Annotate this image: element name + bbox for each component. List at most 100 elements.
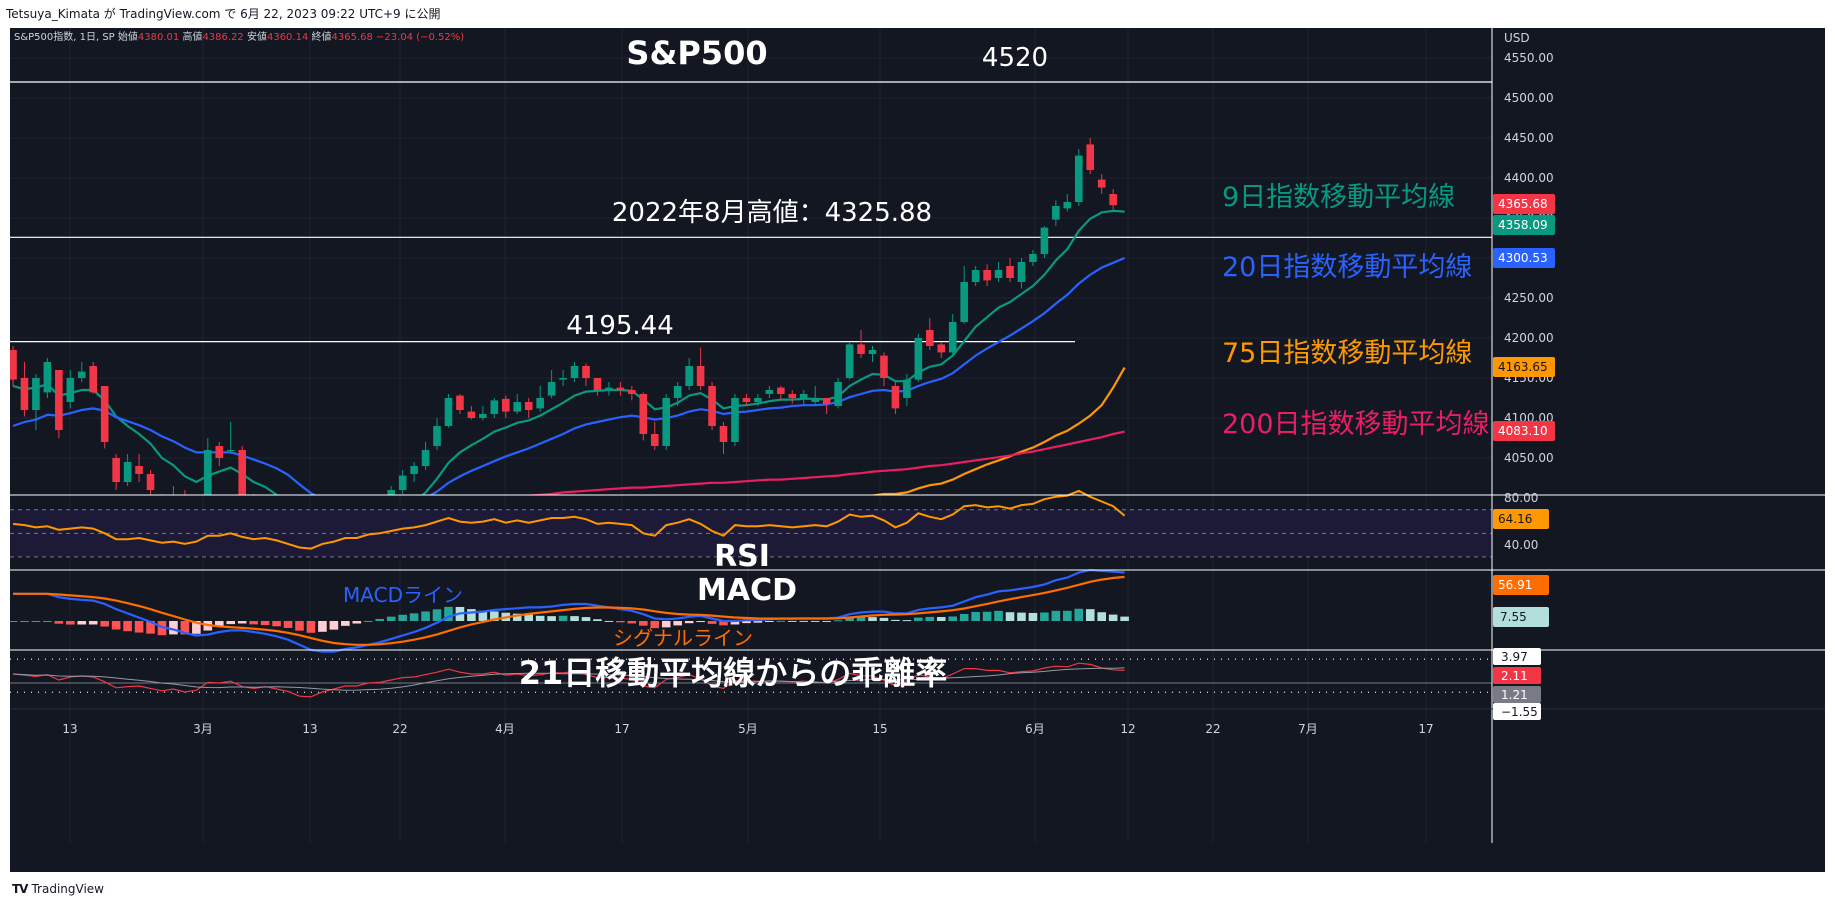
macd-histogram-bar xyxy=(54,621,64,624)
macd-histogram-bar xyxy=(512,613,522,621)
macd-histogram-bar xyxy=(673,621,682,626)
macd-histogram-bar xyxy=(478,610,488,621)
open-label: 始値 xyxy=(118,30,138,43)
macd-histogram-bar xyxy=(134,621,144,633)
ema200-label: 200日指数移動平均線 xyxy=(1222,409,1490,440)
chart-area[interactable]: USD4050.004100.004150.004200.004250.0043… xyxy=(8,28,1825,872)
macd-histogram-bar xyxy=(8,621,18,622)
macd-histogram-bar xyxy=(707,621,717,624)
deviation-tag-bg xyxy=(1493,648,1541,665)
time-axis[interactable]: 13 3月 13 22 4月 17 5月 15 6月 12 22 7月 17 xyxy=(62,722,1433,736)
macd-histogram-bar xyxy=(719,621,728,626)
macd-histogram-bar xyxy=(20,621,29,622)
deviation-tag-label: 2.11 xyxy=(1501,669,1528,683)
candle-body xyxy=(639,394,648,434)
ema9-label: 9日指数移動平均線 xyxy=(1222,182,1455,213)
price-tag-label: 4300.53 xyxy=(1498,251,1548,265)
time-tick-label: 12 xyxy=(1120,722,1135,736)
time-tick-label: 6月 xyxy=(1025,722,1045,736)
candle-body xyxy=(1097,179,1106,188)
macd-histogram-bar xyxy=(856,616,866,621)
time-tick-label: 17 xyxy=(1418,722,1433,736)
macd-histogram-bar xyxy=(306,621,316,633)
ema75-label: 75日指数移動平均線 xyxy=(1222,338,1472,369)
candle-body xyxy=(914,338,923,380)
rsi-tick-label: 40.00 xyxy=(1504,538,1538,552)
price-tag-bg xyxy=(1493,357,1555,377)
low-value: 4360.14 xyxy=(267,32,312,43)
candle-body xyxy=(1017,262,1026,282)
macd-histogram-bar xyxy=(386,616,396,621)
candle-body xyxy=(319,566,327,598)
price-tick-label: 4200.00 xyxy=(1504,331,1554,345)
macd-histogram-bar xyxy=(936,617,946,621)
candle-body xyxy=(811,398,819,402)
macd-histogram-bar xyxy=(295,621,304,631)
time-tick-label: 3月 xyxy=(193,722,213,736)
tradingview-logo[interactable]: TV TradingView xyxy=(12,882,104,896)
candle-body xyxy=(834,382,842,406)
price-tag-label: 4358.09 xyxy=(1498,218,1548,232)
macd-histogram-bar xyxy=(180,621,190,635)
candle-body xyxy=(696,366,705,386)
candle-body xyxy=(559,378,567,380)
candle-body xyxy=(89,366,98,393)
deviation-pane xyxy=(10,658,1492,698)
candle-body xyxy=(926,330,934,346)
candle-body xyxy=(880,355,888,378)
price-tag-bg xyxy=(1493,215,1555,235)
rsi-tag-label: 64.16 xyxy=(1498,512,1532,526)
change-value: −23.04 (−0.52%) xyxy=(376,32,464,43)
candle-body xyxy=(32,378,40,410)
candle-body xyxy=(708,386,716,426)
candle-body xyxy=(582,366,590,378)
macd-histogram-bar xyxy=(650,621,660,629)
macd-histogram-bar xyxy=(994,610,1003,621)
macd-histogram-bar xyxy=(593,619,602,621)
macd-histogram-bar xyxy=(1005,612,1015,621)
candle-body xyxy=(731,398,739,442)
rsi-label: RSI xyxy=(714,539,770,574)
candle-body xyxy=(456,395,464,410)
candle-body xyxy=(490,400,499,414)
macd-histogram-bar xyxy=(192,621,201,634)
macd-line-label: MACDライン xyxy=(343,583,463,607)
symbol-info: S&P500指数, 1日, SP 始値4380.01 高値4386.22 安値4… xyxy=(14,30,464,43)
macd-histogram-bar xyxy=(490,611,499,621)
candle-body xyxy=(20,378,29,410)
price-tick-label: 4400.00 xyxy=(1504,171,1554,185)
candle-body xyxy=(754,398,762,402)
price-axis[interactable]: USD4050.004100.004150.004200.004250.0043… xyxy=(1493,31,1555,720)
close-value: 4365.68 xyxy=(332,32,377,43)
macd-histogram-bar xyxy=(66,621,75,625)
deviation-tag-bg xyxy=(1493,686,1541,703)
candle-body xyxy=(66,378,75,402)
candle-body xyxy=(994,270,1003,278)
deviation-tag-label: 1.21 xyxy=(1501,688,1528,702)
macd-histogram-bar xyxy=(639,621,648,626)
macd-histogram-bar xyxy=(1040,612,1049,621)
macd-histogram-bar xyxy=(627,621,637,624)
macd-histogram-bar xyxy=(111,621,121,630)
hist-tag-bg xyxy=(1493,607,1549,627)
symbol-name: S&P500指数, 1日, SP xyxy=(14,30,118,43)
macd-histogram-bar xyxy=(1108,614,1118,621)
candle-body xyxy=(387,490,395,495)
candle-body xyxy=(628,390,636,394)
candle-body xyxy=(799,394,808,398)
chart-svg[interactable]: USD4050.004100.004150.004200.004250.0043… xyxy=(8,28,1825,872)
price-clipped xyxy=(10,138,1126,598)
candle-body xyxy=(1052,206,1060,220)
time-tick-label: 22 xyxy=(392,722,407,736)
candle-body xyxy=(960,282,968,322)
macd-histogram-bar xyxy=(868,617,877,621)
candle-body xyxy=(593,378,602,390)
candle-body xyxy=(971,270,980,282)
candle-body xyxy=(605,387,613,390)
macd-histogram-bar xyxy=(123,621,132,632)
time-tick-label: 15 xyxy=(872,722,887,736)
candle-body xyxy=(146,474,155,490)
level-label-4325: 2022年8月高値：4325.88 xyxy=(612,198,932,228)
price-tick-label: 4450.00 xyxy=(1504,131,1554,145)
rsi-tag-bg xyxy=(1493,509,1549,529)
